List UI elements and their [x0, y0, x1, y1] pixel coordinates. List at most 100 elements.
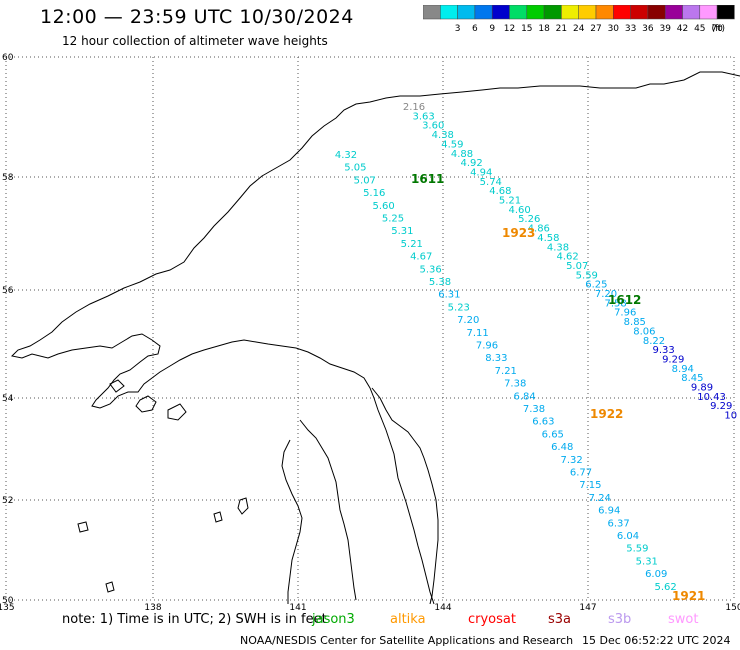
wave-height-value: 5.07 — [354, 175, 376, 186]
legend-tick-label: 27 — [590, 24, 601, 34]
wave-height-value: 4.59 — [441, 139, 463, 150]
wave-height-value: 7.38 — [504, 379, 526, 390]
wave-height-value: 9.33 — [652, 345, 674, 356]
latitude-label: 58 — [2, 173, 14, 183]
latitude-label: 60 — [2, 53, 14, 63]
chart-title: 12:00 — 23:59 UTC 10/30/2024 — [40, 6, 354, 28]
wave-height-value: 5.26 — [518, 214, 540, 225]
wave-height-value: 4.58 — [537, 233, 559, 244]
satellite-jason3: jason3 — [312, 612, 355, 627]
wave-height-value: 6.48 — [551, 442, 573, 453]
wave-height-value: 6.63 — [532, 417, 554, 428]
wave-height-value: 7.15 — [579, 480, 601, 491]
coastline-island-1 — [167, 403, 187, 421]
legend-tick-label: 9 — [489, 24, 495, 34]
wave-height-value: 4.60 — [508, 205, 530, 216]
longitude-label: 150 — [725, 603, 740, 613]
satellite-s3b: s3b — [608, 612, 632, 627]
legend-unit: (ft) — [711, 24, 725, 34]
wave-height-value: 9.29 — [662, 354, 684, 365]
legend-tick-label: 70 — [711, 24, 723, 34]
legend-tick-label: 30 — [608, 24, 620, 34]
legend-tick-label: 18 — [538, 24, 550, 34]
wave-height-value: 4.32 — [335, 150, 357, 161]
coastline-island-5 — [77, 521, 89, 533]
wave-height-value: 5.31 — [636, 556, 658, 567]
track-time-label: 1922 — [590, 407, 623, 421]
wave-height-value: 5.05 — [344, 163, 366, 174]
longitude-label: 147 — [579, 603, 596, 613]
wave-height-value: 8.06 — [633, 326, 655, 337]
legend-tick-label: 21 — [556, 24, 567, 34]
altimeter-tracks: 2.163.633.604.384.594.884.924.945.744.68… — [335, 102, 737, 603]
legend-tick-label: 33 — [625, 24, 636, 34]
coastline-north-shore — [10, 71, 740, 605]
wave-height-value: 6.31 — [438, 290, 460, 301]
wave-height-value: 8.22 — [643, 336, 665, 347]
wave-height-value: 5.60 — [372, 201, 394, 212]
wave-height-value: 5.23 — [448, 302, 470, 313]
track-time-label: 1611 — [411, 172, 444, 186]
wave-height-value: 3.63 — [412, 111, 434, 122]
wave-height-value: 6.25 — [585, 280, 607, 291]
chart-subtitle: 12 hour collection of altimeter wave hei… — [62, 34, 328, 48]
wave-height-value: 6.37 — [607, 518, 629, 529]
wave-height-value: 5.16 — [363, 188, 385, 199]
legend-swatch — [716, 5, 735, 20]
longitude-label: 135 — [0, 603, 15, 613]
wave-height-value: 5.74 — [480, 177, 502, 188]
legend-tick-label: 39 — [659, 24, 671, 34]
coastline-inner — [281, 439, 303, 604]
satellite-cryosat: cryosat — [468, 612, 516, 627]
legend-tick-label: 12 — [504, 24, 515, 34]
wave-height-value: 9.29 — [710, 401, 732, 412]
wave-height-value: 6.04 — [617, 531, 639, 542]
legend-tick-label: 45 — [694, 24, 705, 34]
satellite-altika: altika — [390, 612, 426, 627]
wave-height-value: 5.36 — [419, 264, 441, 275]
wave-height-value: 4.38 — [547, 242, 569, 253]
satellite-s3a: s3a — [548, 612, 572, 627]
wave-height-value: 9.89 — [691, 383, 713, 394]
legend-tick-label: 24 — [573, 24, 585, 34]
wave-height-value: 5.21 — [499, 196, 521, 207]
coastline — [10, 71, 740, 605]
wave-height-value: 7.96 — [476, 341, 498, 352]
wave-height-value: 7.58 — [604, 298, 626, 309]
wave-height-value: 4.68 — [489, 186, 511, 197]
wave-height-value: 3.60 — [422, 121, 444, 132]
wave-height-value: 8.45 — [681, 373, 703, 384]
coastline-east-bank — [371, 387, 439, 605]
wave-height-value: 5.25 — [382, 214, 404, 225]
wave-height-value: 4.88 — [451, 149, 473, 160]
wave-height-value: 4.62 — [556, 252, 578, 263]
longitude-label: 138 — [144, 603, 161, 613]
wave-height-value: 7.32 — [560, 455, 582, 466]
legend-tick-label: 42 — [677, 24, 688, 34]
wave-height-value: 7.24 — [589, 493, 611, 504]
wave-height-value: 5.59 — [626, 544, 648, 555]
longitude-label: 144 — [434, 603, 451, 613]
legend-tick-label: 6 — [472, 24, 478, 34]
track-time-label: 1923 — [502, 226, 535, 240]
wave-height-value: 4.92 — [460, 158, 482, 169]
wave-height-value: 4.94 — [470, 167, 492, 178]
satellite-swot: swot — [668, 612, 699, 627]
wave-height-value: 6.94 — [598, 506, 620, 517]
wave-height-value: 7.20 — [595, 289, 617, 300]
coastline-island-2 — [109, 379, 125, 393]
wave-height-value: 7.11 — [466, 328, 488, 339]
wave-height-value: 8.33 — [485, 353, 507, 364]
longitude-label: 141 — [289, 603, 306, 613]
wave-height-value: 10.43 — [697, 392, 726, 403]
coastline-island-4 — [213, 511, 223, 523]
wave-height-value: 4.67 — [410, 252, 432, 263]
wave-height-value: 7.20 — [457, 315, 479, 326]
coastline-amur — [299, 419, 357, 601]
coastline-island-3 — [237, 497, 249, 515]
wave-height-value: 8.85 — [624, 317, 646, 328]
legend-tick-label: 15 — [521, 24, 532, 34]
wave-height-value: 7.38 — [523, 404, 545, 415]
